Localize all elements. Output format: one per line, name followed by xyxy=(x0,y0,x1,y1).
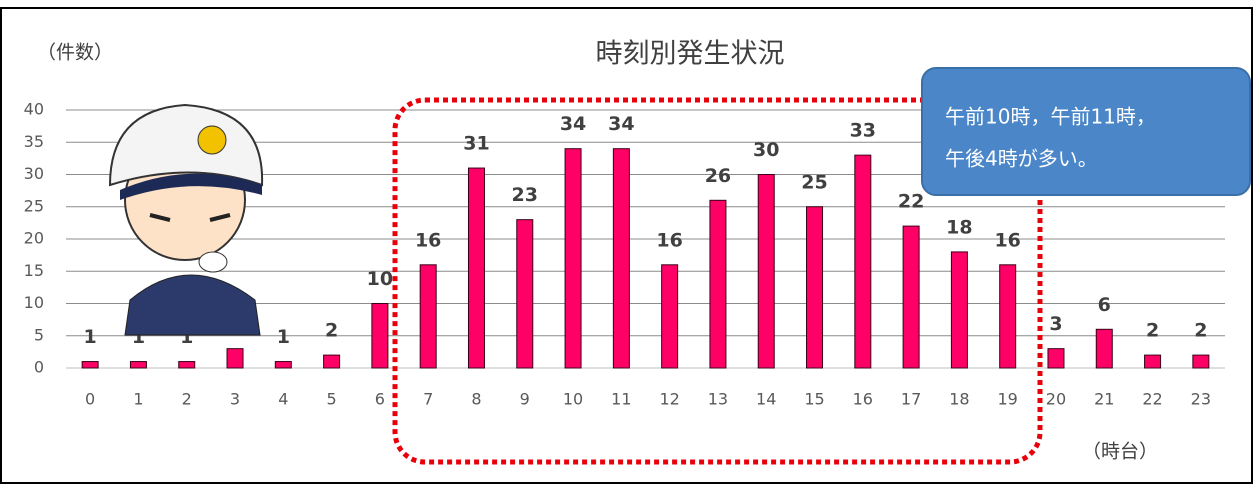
x-tick-label: 16 xyxy=(853,390,873,409)
data-label: 10 xyxy=(367,268,393,290)
x-tick-label: 3 xyxy=(230,390,240,409)
bar xyxy=(371,303,389,369)
callout: 午前10時，午前11時， 午後4時が多い。 xyxy=(921,67,1251,196)
x-axis-label: （時台） xyxy=(1082,441,1158,463)
x-tick-label: 22 xyxy=(1142,390,1162,409)
data-label: 3 xyxy=(1049,313,1062,335)
y-tick-label: 5 xyxy=(34,325,44,344)
bar xyxy=(323,354,341,369)
bar xyxy=(999,264,1017,369)
data-label: 16 xyxy=(656,229,682,251)
bar xyxy=(226,348,244,369)
data-label: 25 xyxy=(801,171,827,193)
data-label: 23 xyxy=(512,184,538,206)
bar xyxy=(854,154,872,369)
y-axis-label: （件数） xyxy=(37,42,113,64)
x-tick-label: 19 xyxy=(998,390,1018,409)
bar xyxy=(757,174,775,369)
bar xyxy=(1144,354,1162,369)
data-label: 31 xyxy=(463,133,489,155)
x-tick-label: 20 xyxy=(1046,390,1066,409)
bar xyxy=(950,251,968,369)
data-label: 33 xyxy=(850,120,876,142)
data-label: 22 xyxy=(898,191,924,213)
y-tick-label: 25 xyxy=(24,196,44,215)
x-tick-label: 15 xyxy=(804,390,824,409)
data-label: 18 xyxy=(946,216,972,238)
y-tick-label: 20 xyxy=(24,229,44,248)
chart-title: 時刻別発生状況 xyxy=(596,39,785,70)
bar xyxy=(419,264,437,369)
x-tick-label: 4 xyxy=(278,390,288,409)
y-tick-label: 30 xyxy=(24,164,44,183)
bar xyxy=(1047,348,1065,369)
bar xyxy=(612,148,630,369)
x-tick-label: 7 xyxy=(423,390,433,409)
bar xyxy=(1095,328,1113,369)
x-tick-label: 1 xyxy=(133,390,143,409)
bar xyxy=(467,167,485,369)
x-tick-label: 6 xyxy=(375,390,385,409)
bar xyxy=(806,206,824,369)
bar xyxy=(661,264,679,369)
bar xyxy=(564,148,582,369)
x-tick-label: 11 xyxy=(611,390,631,409)
data-label: 34 xyxy=(608,113,634,135)
bar xyxy=(178,361,196,369)
x-tick-label: 9 xyxy=(520,390,530,409)
data-label: 6 xyxy=(1098,294,1111,316)
data-label: 1 xyxy=(277,326,290,348)
x-tick-label: 14 xyxy=(756,390,776,409)
x-tick-label: 23 xyxy=(1191,390,1211,409)
x-tick-label: 2 xyxy=(182,390,192,409)
bar xyxy=(902,225,920,369)
highlight-frame xyxy=(392,97,1043,465)
x-tick-label: 5 xyxy=(327,390,337,409)
bar xyxy=(516,219,534,369)
y-tick-label: 0 xyxy=(34,358,44,377)
x-tick-label: 13 xyxy=(708,390,728,409)
bar xyxy=(709,199,727,369)
data-label: 26 xyxy=(705,165,731,187)
data-label: 2 xyxy=(325,320,338,342)
y-tick-label: 35 xyxy=(24,132,44,151)
bar xyxy=(1192,354,1210,369)
data-label: 2 xyxy=(1146,320,1159,342)
data-label: 16 xyxy=(415,229,441,251)
x-tick-label: 21 xyxy=(1094,390,1114,409)
data-label: 30 xyxy=(753,139,779,161)
x-tick-label: 0 xyxy=(85,390,95,409)
y-tick-label: 10 xyxy=(24,293,44,312)
data-label: 34 xyxy=(560,113,586,135)
bar xyxy=(129,361,147,369)
x-tick-label: 10 xyxy=(563,390,583,409)
data-label: 2 xyxy=(1194,320,1207,342)
callout-text: 午前10時，午前11時， xyxy=(945,105,1156,129)
y-tick-label: 15 xyxy=(24,261,44,280)
bar xyxy=(274,361,292,369)
data-label: 1 xyxy=(84,326,97,348)
x-tick-label: 12 xyxy=(659,390,679,409)
bar xyxy=(81,361,99,369)
data-label: 16 xyxy=(994,229,1020,251)
callout-text: 午後4時が多い。 xyxy=(945,147,1098,171)
x-tick-label: 18 xyxy=(949,390,969,409)
x-tick-label: 17 xyxy=(901,390,921,409)
officer-illustration xyxy=(108,103,264,336)
y-tick-label: 40 xyxy=(24,100,44,119)
x-tick-label: 8 xyxy=(471,390,481,409)
